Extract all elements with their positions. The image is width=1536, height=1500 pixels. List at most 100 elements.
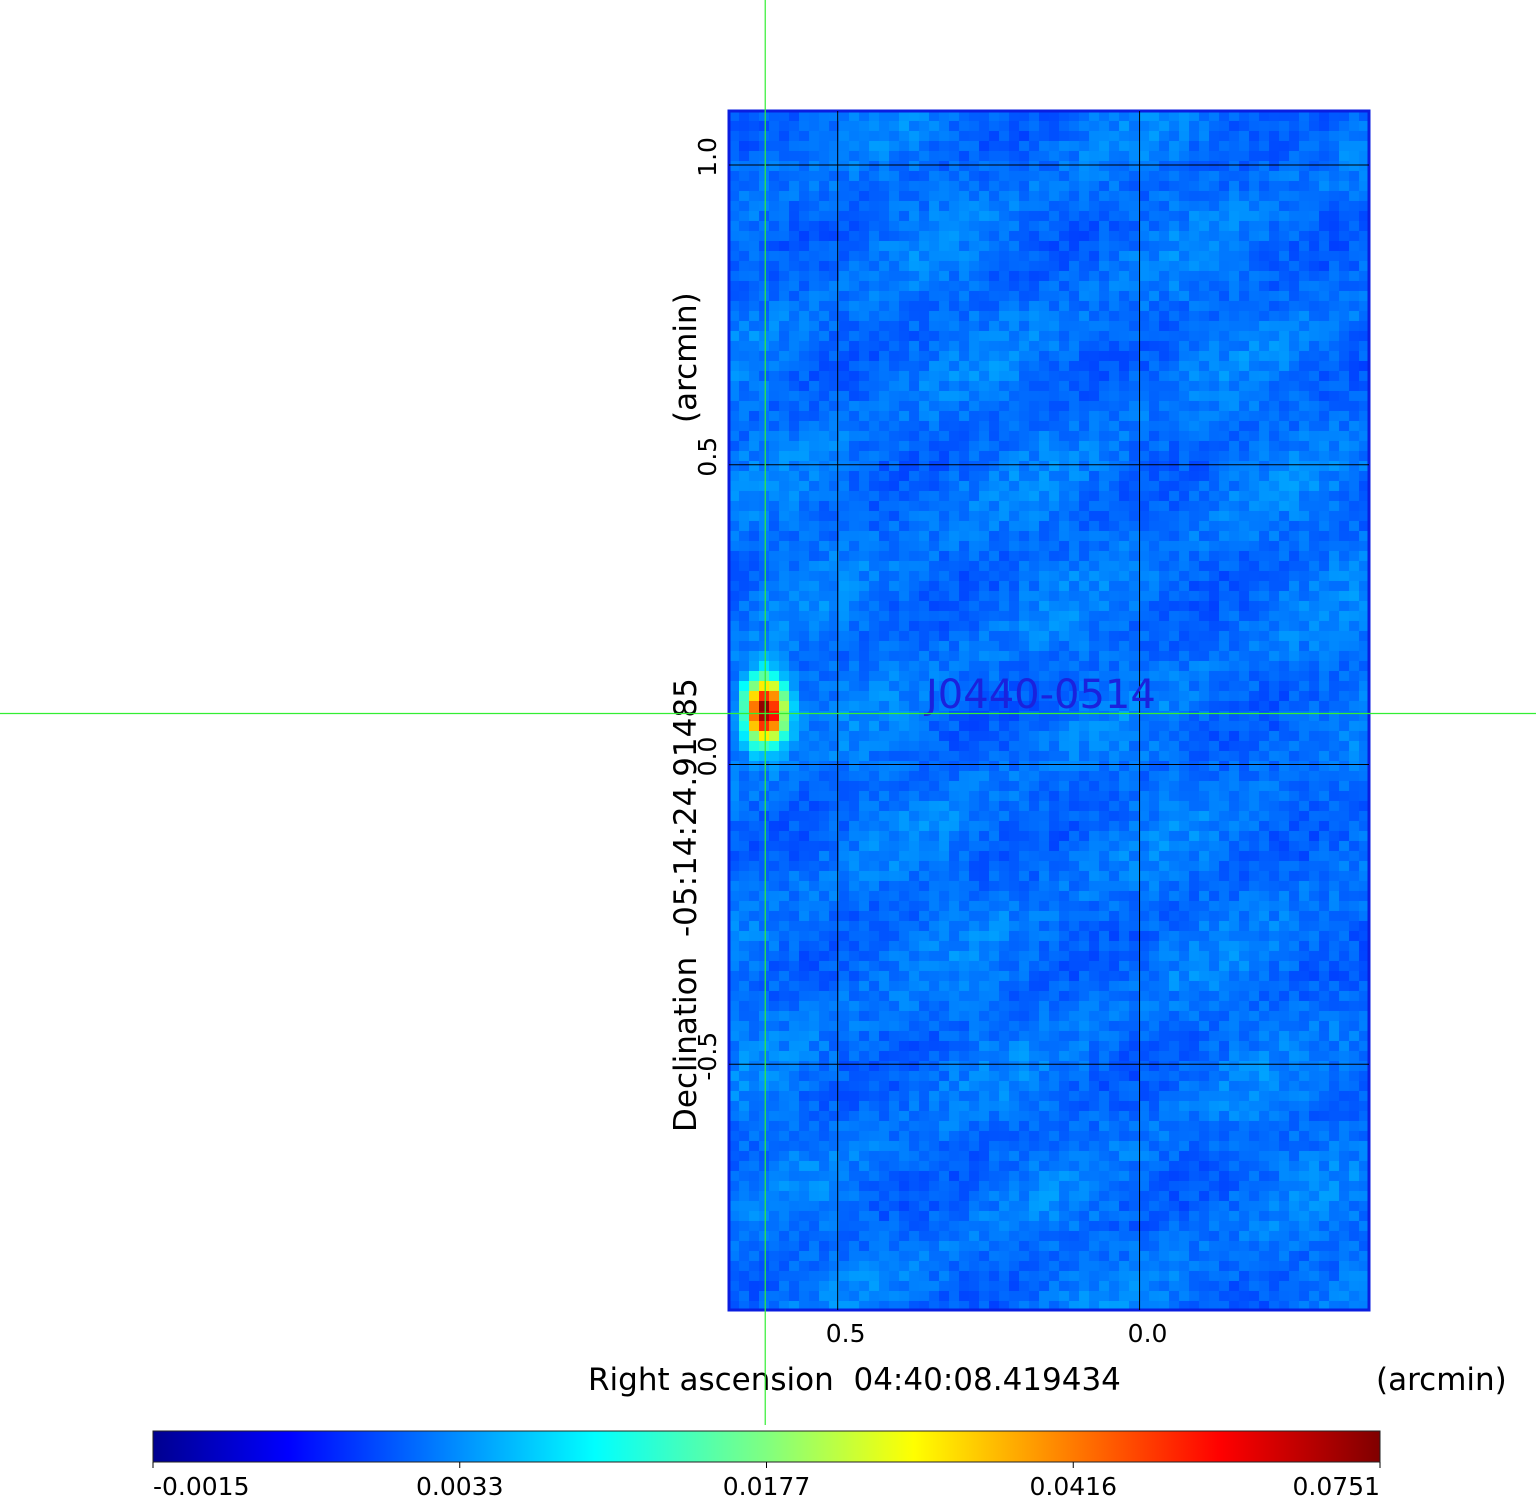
image-pixel [979,671,989,681]
image-pixel [1199,231,1209,241]
image-pixel [759,601,769,611]
image-pixel [1199,841,1209,851]
image-pixel [1319,401,1329,411]
image-pixel [1309,581,1319,591]
image-pixel [1319,121,1329,131]
image-pixel [799,211,809,221]
image-pixel [1299,391,1309,401]
image-pixel [869,881,879,891]
image-pixel [1289,601,1299,611]
image-pixel [1049,761,1059,771]
image-pixel [1029,551,1039,561]
image-pixel [1219,211,1229,221]
image-pixel [819,651,829,661]
image-pixel [909,881,919,891]
image-pixel [889,441,899,451]
image-pixel [779,541,789,551]
image-pixel [859,711,869,721]
image-pixel [839,761,849,771]
image-pixel [1019,201,1029,211]
image-pixel [1159,851,1169,861]
image-pixel [1049,571,1059,581]
image-pixel [1119,331,1129,341]
image-pixel [969,181,979,191]
image-pixel [1329,261,1339,271]
image-pixel [919,681,929,691]
image-pixel [1109,311,1119,321]
image-pixel [1279,811,1289,821]
image-pixel [1309,721,1319,731]
image-pixel [1089,601,1099,611]
image-pixel [899,561,909,571]
image-pixel [749,151,759,161]
image-pixel [1029,861,1039,871]
image-pixel [1229,741,1239,751]
image-pixel [989,411,999,421]
image-pixel [1029,731,1039,741]
image-pixel [1149,111,1159,121]
image-pixel [909,531,919,541]
image-pixel [809,831,819,841]
image-pixel [879,501,889,511]
image-pixel [1169,691,1179,701]
image-pixel [1189,671,1199,681]
image-pixel [1269,291,1279,301]
image-pixel [1099,211,1109,221]
image-pixel [999,571,1009,581]
image-pixel [869,731,879,741]
image-pixel [1349,581,1359,591]
image-pixel [1169,361,1179,371]
image-pixel [789,471,799,481]
image-pixel [1229,861,1239,871]
image-pixel [1149,731,1159,741]
image-pixel [889,351,899,361]
image-pixel [1129,591,1139,601]
sky-image[interactable] [729,111,1369,1311]
image-pixel [1269,201,1279,211]
image-pixel [1139,701,1149,711]
image-pixel [1309,561,1319,571]
image-pixel [939,341,949,351]
image-pixel [849,681,859,691]
image-pixel [1149,841,1159,851]
image-pixel [759,371,769,381]
image-pixel [1129,211,1139,221]
image-pixel [729,381,739,391]
image-pixel [859,781,869,791]
image-pixel [949,241,959,251]
image-pixel [899,661,909,671]
image-pixel [1119,651,1129,661]
image-pixel [789,391,799,401]
image-pixel [1149,481,1159,491]
image-pixel [979,801,989,811]
image-pixel [739,311,749,321]
image-pixel [909,771,919,781]
image-pixel [899,691,909,701]
image-pixel [1279,331,1289,341]
image-pixel [1239,391,1249,401]
image-pixel [799,821,809,831]
image-pixel [1179,251,1189,261]
image-pixel [1229,761,1239,771]
image-pixel [1199,831,1209,841]
image-pixel [929,511,939,521]
image-pixel [1319,571,1329,581]
image-pixel [769,411,779,421]
image-pixel [1129,131,1139,141]
image-pixel [759,651,769,661]
image-pixel [1019,141,1029,151]
image-pixel [1089,271,1099,281]
image-pixel [779,261,789,271]
image-pixel [809,171,819,181]
image-pixel [879,381,889,391]
image-pixel [1229,151,1239,161]
image-pixel [949,401,959,411]
image-pixel [779,131,789,141]
image-pixel [1159,841,1169,851]
image-pixel [809,151,819,161]
image-pixel [1019,301,1029,311]
image-pixel [969,831,979,841]
image-pixel [1219,571,1229,581]
image-pixel [1079,821,1089,831]
image-pixel [1049,501,1059,511]
